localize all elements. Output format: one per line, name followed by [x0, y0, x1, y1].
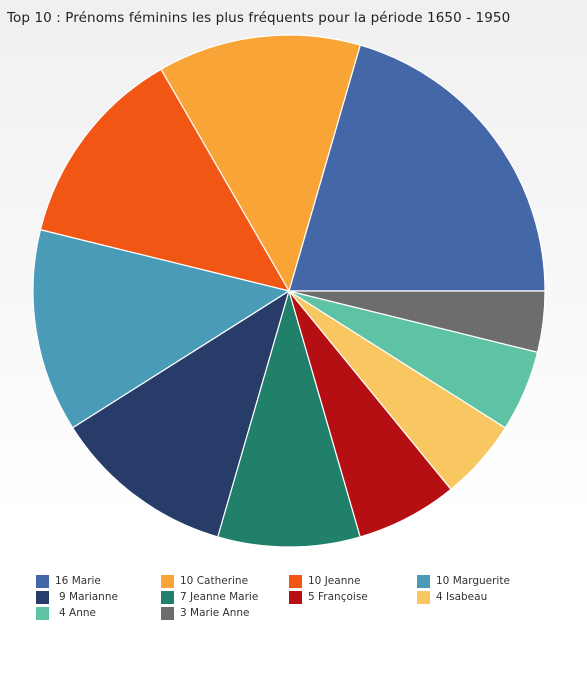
pie-slice-jeanne[interactable] — [39, 68, 291, 292]
pie-slice-marie-anne[interactable] — [288, 290, 546, 353]
legend-item-marie-anne[interactable]: 3 Marie Anne — [161, 606, 250, 620]
chart-title: Top 10 : Prénoms féminins les plus fréqu… — [7, 10, 511, 26]
pie-chart — [32, 34, 546, 548]
legend-item-jeanne-marie[interactable]: 7 Jeanne Marie — [161, 590, 258, 604]
legend-item-anne[interactable]: 4 Anne — [36, 606, 96, 620]
legend-item-marguerite[interactable]: 10 Marguerite — [417, 574, 510, 588]
legend-label: 9 Marianne — [59, 591, 118, 603]
legend-label: 4 Anne — [59, 607, 96, 619]
legend-label: 10 Catherine — [180, 575, 249, 587]
legend-item-marie[interactable]: 16 Marie — [36, 574, 101, 588]
legend-swatch — [289, 574, 302, 588]
legend-label: 7 Jeanne Marie — [180, 591, 259, 603]
pie-slice-catherine[interactable] — [160, 34, 361, 293]
legend-label: 3 Marie Anne — [180, 607, 250, 619]
legend-label: 4 Isabeau — [436, 591, 488, 603]
legend-label: 5 Françoise — [308, 591, 368, 603]
pie-slice-marie[interactable] — [288, 44, 546, 292]
legend-swatch — [161, 606, 174, 620]
legend-swatch — [161, 574, 174, 588]
legend-swatch — [289, 590, 302, 604]
legend-item-isabeau[interactable]: 4 Isabeau — [417, 590, 487, 604]
legend-label: 10 Marguerite — [436, 575, 510, 587]
legend-item-fran-oise[interactable]: 5 Françoise — [289, 590, 368, 604]
pie-slice-marianne[interactable] — [71, 289, 291, 538]
legend-swatch — [417, 574, 430, 588]
pie-slice-marguerite[interactable] — [32, 229, 291, 429]
legend-swatch — [36, 574, 49, 588]
legend-swatch — [161, 590, 174, 604]
legend-item-jeanne[interactable]: 10 Jeanne — [289, 574, 360, 588]
legend-swatch — [36, 590, 49, 604]
pie-slice-jeanne-marie[interactable] — [217, 288, 361, 548]
legend-item-marianne[interactable]: 9 Marianne — [36, 590, 118, 604]
legend-label: 10 Jeanne — [308, 575, 361, 587]
legend-item-catherine[interactable]: 10 Catherine — [161, 574, 248, 588]
legend-swatch — [417, 590, 430, 604]
legend-swatch — [36, 606, 49, 620]
legend-label: 16 Marie — [55, 575, 101, 587]
